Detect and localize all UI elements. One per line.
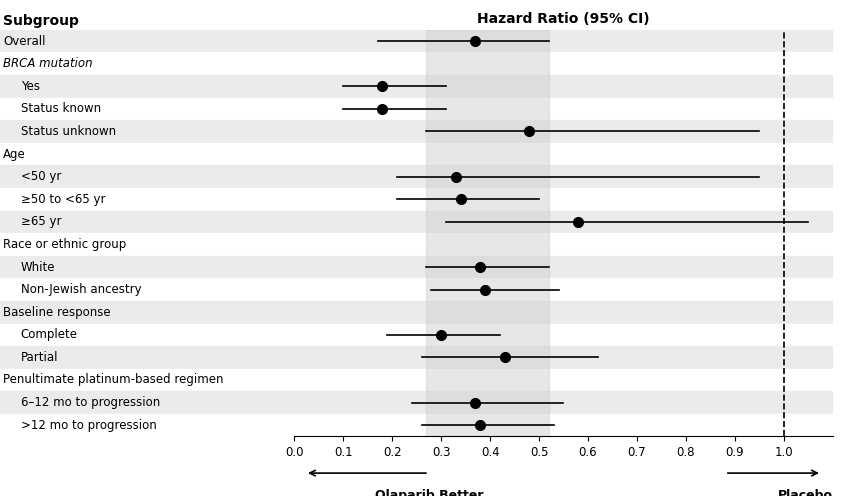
- Bar: [0, 75, 294, 98]
- Bar: [294, 188, 833, 210]
- Text: ≥65 yr: ≥65 yr: [20, 215, 61, 228]
- Bar: [294, 233, 833, 256]
- Bar: [294, 414, 833, 436]
- Text: Age: Age: [3, 147, 26, 161]
- Text: Partial: Partial: [20, 351, 58, 364]
- Bar: [294, 143, 833, 165]
- Text: Non-Jewish ancestry: Non-Jewish ancestry: [20, 283, 141, 296]
- Bar: [0, 278, 294, 301]
- Bar: [0, 143, 294, 165]
- Text: ≥50 to <65 yr: ≥50 to <65 yr: [20, 193, 105, 206]
- Bar: [294, 369, 833, 391]
- Text: Status unknown: Status unknown: [20, 125, 116, 138]
- Bar: [294, 165, 833, 188]
- Text: Yes: Yes: [20, 80, 40, 93]
- Bar: [426, 30, 549, 436]
- Bar: [0, 30, 294, 53]
- Bar: [294, 391, 833, 414]
- Bar: [294, 301, 833, 323]
- Bar: [0, 210, 294, 233]
- Text: Status known: Status known: [20, 102, 101, 116]
- Text: Placebo
Better: Placebo Better: [778, 490, 833, 496]
- Bar: [0, 165, 294, 188]
- Bar: [0, 53, 294, 75]
- Bar: [294, 346, 833, 369]
- Text: BRCA mutation: BRCA mutation: [3, 57, 93, 70]
- Bar: [0, 301, 294, 323]
- Text: >12 mo to progression: >12 mo to progression: [20, 419, 156, 432]
- Bar: [294, 53, 833, 75]
- Text: Olaparib Better: Olaparib Better: [374, 490, 484, 496]
- Text: Penultimate platinum-based regimen: Penultimate platinum-based regimen: [3, 373, 224, 386]
- Bar: [294, 323, 833, 346]
- Bar: [0, 346, 294, 369]
- Text: White: White: [20, 260, 56, 273]
- Text: <50 yr: <50 yr: [20, 170, 61, 183]
- Bar: [294, 98, 833, 120]
- Bar: [0, 391, 294, 414]
- Bar: [294, 210, 833, 233]
- Bar: [294, 256, 833, 278]
- Bar: [294, 30, 833, 53]
- Bar: [0, 233, 294, 256]
- Title: Hazard Ratio (95% CI): Hazard Ratio (95% CI): [477, 12, 650, 26]
- Bar: [0, 414, 294, 436]
- Bar: [0, 323, 294, 346]
- Bar: [294, 75, 833, 98]
- Text: Overall: Overall: [3, 35, 45, 48]
- Text: 6–12 mo to progression: 6–12 mo to progression: [20, 396, 160, 409]
- Bar: [0, 256, 294, 278]
- Text: Baseline response: Baseline response: [3, 306, 110, 319]
- Bar: [0, 120, 294, 143]
- Text: Subgroup: Subgroup: [3, 13, 79, 27]
- Bar: [294, 120, 833, 143]
- Text: Race or ethnic group: Race or ethnic group: [3, 238, 126, 251]
- Bar: [294, 278, 833, 301]
- Bar: [0, 188, 294, 210]
- Text: Complete: Complete: [20, 328, 77, 341]
- Bar: [0, 369, 294, 391]
- Bar: [0, 98, 294, 120]
